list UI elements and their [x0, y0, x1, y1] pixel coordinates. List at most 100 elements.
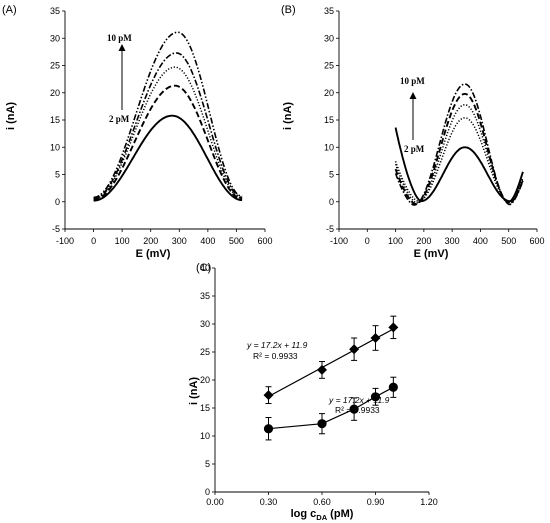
- data-point-circle: [370, 392, 381, 402]
- y-tick-label: -5: [326, 224, 334, 234]
- panel-c-xlabel-sub: DA: [316, 513, 327, 522]
- panel-b: (B) i (nA) E (mV) -5 0 5 10 15 20 25 30 35 -100 0 1…: [281, 4, 545, 260]
- fit-line-diamond: [268, 328, 394, 398]
- fit-r2-lower: R² = 0.9933: [335, 405, 380, 415]
- fit-equation-upper: y = 17.2x + 11.9: [246, 340, 308, 350]
- x-tick-label: -100: [56, 236, 74, 246]
- panel-c: (C) i (nA) log cDA (pM) 0 5 10 15 20 25 30 35 40…: [188, 262, 438, 522]
- x-tick-label: 0.30: [260, 497, 278, 507]
- series-line-10-pm: [394, 83, 524, 206]
- y-tick-label: 35: [324, 6, 334, 16]
- data-point-diamond: [317, 364, 327, 375]
- panel-c-label: (C): [196, 262, 211, 274]
- y-tick-label: 10: [324, 142, 334, 152]
- panel-c-xlabel: log cDA (pM): [291, 508, 354, 522]
- fit-r2-upper: R² = 0.9933: [253, 351, 298, 361]
- data-point-circle: [263, 424, 274, 434]
- x-tick-label: 400: [473, 236, 488, 246]
- panel-a-xlabel: E (mV): [136, 248, 171, 260]
- x-tick-label: 0: [365, 236, 370, 246]
- x-tick-label: 600: [257, 236, 272, 246]
- panel-b-arrow-top-label: 10 pM: [400, 76, 425, 86]
- fit-equation-lower: y = 17.2x + 11.9: [328, 395, 390, 405]
- data-point-circle: [388, 382, 398, 392]
- data-point-diamond: [349, 344, 360, 355]
- y-tick-label: 5: [55, 170, 60, 180]
- panel-a-axes: -5 0 5 10 15 20 25 30 35 -100 0 100 200 300 400 500 600: [50, 6, 273, 246]
- panel-a-concentration-arrow: 10 pM 2 pM: [107, 33, 132, 124]
- y-tick-label: 25: [200, 347, 210, 357]
- series-line-2-pm: [394, 127, 524, 203]
- panel-b-curves: [394, 83, 524, 206]
- y-tick-label: 0: [205, 487, 210, 497]
- y-tick-label: 0: [55, 197, 60, 207]
- x-tick-label: 1.20: [420, 497, 438, 507]
- series-line-8-pm: [93, 52, 243, 200]
- x-tick-label: 500: [501, 236, 516, 246]
- y-tick-label: 35: [50, 6, 60, 16]
- data-point-circle: [349, 404, 359, 414]
- data-point-diamond: [263, 390, 274, 401]
- x-tick-label: 400: [200, 236, 215, 246]
- x-tick-label: 0.60: [313, 497, 331, 507]
- y-tick-label: 30: [50, 33, 60, 43]
- panel-c-axes: 0 5 10 15 20 25 30 35 40 0.00 0.30 0.60 0.90 1.20: [200, 263, 438, 507]
- y-tick-label: 30: [200, 319, 210, 329]
- x-tick-label: 500: [229, 236, 244, 246]
- data-point-diamond: [388, 322, 399, 333]
- panel-c-ylabel: i (nA): [188, 377, 200, 405]
- panel-a-arrow-top-label: 10 pM: [107, 33, 132, 43]
- y-tick-label: 35: [200, 291, 210, 301]
- x-tick-label: -100: [330, 236, 348, 246]
- y-tick-label: 10: [200, 431, 210, 441]
- y-tick-label: 25: [50, 61, 60, 71]
- y-tick-label: 5: [205, 459, 210, 469]
- x-tick-label: 300: [445, 236, 460, 246]
- x-tick-label: 600: [529, 236, 544, 246]
- panel-c-plot: [263, 315, 399, 441]
- data-point-diamond: [370, 333, 381, 343]
- x-tick-label: 100: [115, 236, 130, 246]
- x-tick-label: 0.00: [206, 497, 224, 507]
- panel-a: (A) i (nA) E (mV) -5 0 5 10 15 20 25 30 35 -100 0 1…: [2, 4, 273, 260]
- y-tick-label: 20: [200, 375, 210, 385]
- panel-a-label: (A): [2, 4, 17, 16]
- y-tick-label: 15: [200, 403, 210, 413]
- panel-b-axes: -5 0 5 10 15 20 25 30 35 -100 0 100 200 300 400 500 600: [324, 6, 545, 246]
- series-line-4-pm: [394, 117, 524, 204]
- y-tick-label: -5: [52, 224, 60, 234]
- y-tick-label: 25: [324, 61, 334, 71]
- y-tick-label: 20: [324, 88, 334, 98]
- panel-b-xlabel: E (mV): [414, 248, 449, 260]
- series-line-4-pm: [93, 84, 243, 201]
- panel-c-xlabel-main: log c: [291, 508, 317, 520]
- panel-b-concentration-arrow: 10 pM 2 pM: [400, 76, 425, 154]
- panel-b-label: (B): [281, 4, 296, 16]
- series-line-6-pm: [93, 66, 243, 200]
- panel-c-xlabel-unit: (pM): [327, 508, 354, 520]
- x-tick-label: 0.90: [367, 497, 385, 507]
- x-tick-label: 0: [91, 236, 96, 246]
- y-tick-label: 40: [200, 263, 210, 273]
- data-point-circle: [317, 419, 327, 429]
- y-tick-label: 10: [50, 142, 60, 152]
- y-tick-label: 0: [329, 197, 334, 207]
- y-tick-label: 5: [329, 170, 334, 180]
- panel-a-ylabel: i (nA): [5, 102, 17, 130]
- x-tick-label: 200: [416, 236, 431, 246]
- series-line-6-pm: [394, 103, 524, 204]
- y-tick-label: 15: [324, 115, 334, 125]
- y-tick-label: 20: [50, 88, 60, 98]
- series-line-10-pm: [93, 31, 243, 199]
- x-tick-label: 200: [143, 236, 158, 246]
- panel-b-arrow-bottom-label: 2 pM: [404, 144, 425, 154]
- series-line-2-pm: [93, 114, 243, 202]
- x-tick-label: 100: [388, 236, 403, 246]
- x-tick-label: 300: [172, 236, 187, 246]
- panel-b-ylabel: i (nA): [282, 102, 294, 130]
- y-tick-label: 30: [324, 33, 334, 43]
- y-tick-label: 15: [50, 115, 60, 125]
- panel-a-arrow-bottom-label: 2 pM: [109, 114, 130, 124]
- panel-a-curves: [93, 31, 243, 202]
